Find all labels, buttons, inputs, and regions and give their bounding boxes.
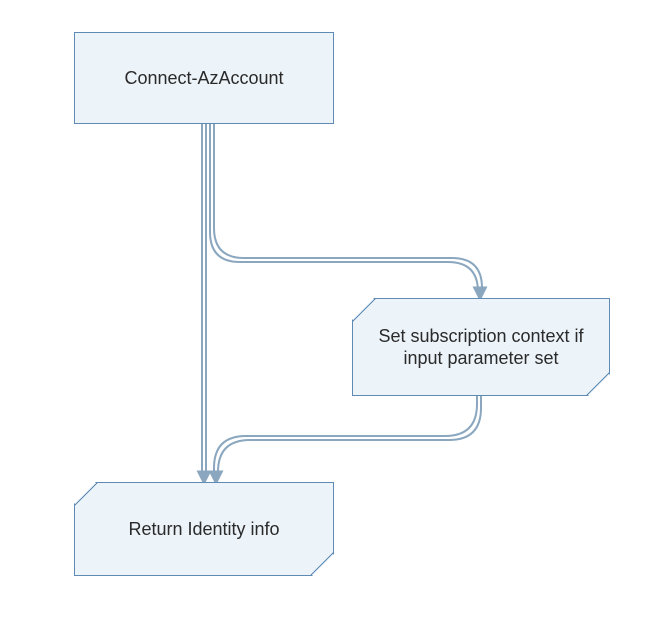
flowchart-canvas: Connect-AzAccount Set subscription conte…	[0, 0, 660, 636]
node-connect-azaccount: Connect-AzAccount	[74, 32, 334, 124]
node-label: Return Identity info	[128, 518, 279, 541]
node-label: Connect-AzAccount	[124, 67, 283, 90]
node-return-identity-info: Return Identity info	[74, 482, 334, 576]
node-set-subscription-context: Set subscription context if input parame…	[352, 298, 610, 396]
node-label: Set subscription context if input parame…	[363, 325, 599, 370]
